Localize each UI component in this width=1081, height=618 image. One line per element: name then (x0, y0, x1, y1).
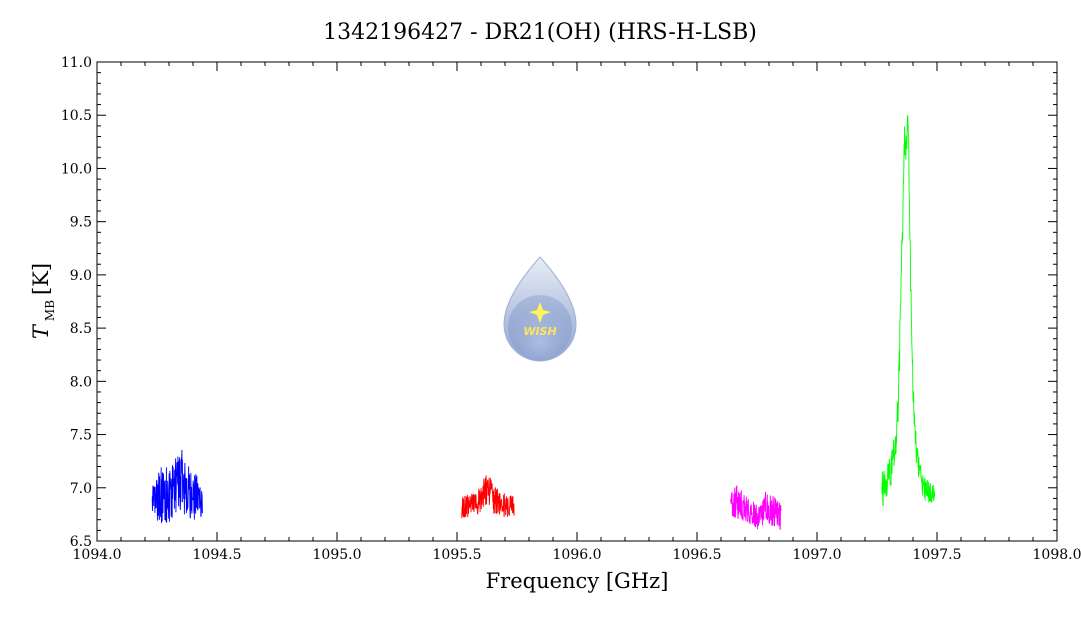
series-line (461, 475, 515, 519)
y-tick-label: 8.0 (70, 374, 92, 390)
x-tick-label: 1095.5 (433, 547, 482, 563)
x-tick-label: 1094.0 (73, 547, 122, 563)
x-axis-label: Frequency [GHz] (486, 569, 669, 593)
chart-title: 1342196427 - DR21(OH) (HRS-H-LSB) (323, 20, 757, 45)
series-2 (730, 485, 782, 530)
y-axis-label: T MB [K] (29, 263, 57, 339)
y-tick-label: 10.0 (61, 161, 92, 177)
x-tick-label: 1098.0 (1033, 547, 1081, 563)
series-0 (151, 449, 204, 524)
y-axis-label-main: T (29, 323, 53, 339)
series-line (151, 449, 204, 524)
x-tick-label: 1097.5 (913, 547, 962, 563)
series-layer (151, 115, 936, 530)
tick-layer: 1094.0 1094.5 1095.0 1095.5 1096.0 1096.5 1097… (61, 55, 1081, 563)
x-tick-label: 1097.0 (793, 547, 842, 563)
star-icon (529, 302, 551, 323)
series-1 (461, 475, 515, 519)
x-tick-label: 1095.0 (313, 547, 362, 563)
y-tick-label: 8.5 (70, 321, 92, 337)
wish-logo: WISH (503, 256, 577, 362)
y-tick-label: 9.5 (70, 215, 92, 231)
series-line (730, 485, 782, 530)
series-line (881, 115, 936, 507)
svg-text:TMB[K]: T MB [K] (29, 263, 57, 339)
logo-text: WISH (523, 325, 556, 338)
x-tick-label: 1094.5 (193, 547, 242, 563)
y-axis-label-sub: MB (43, 300, 57, 321)
y-axis-label-unit: [K] (29, 263, 53, 295)
y-tick-label: 10.5 (61, 108, 92, 124)
y-tick-label: 7.5 (70, 428, 92, 444)
y-tick-label: 9.0 (70, 268, 92, 284)
series-3 (881, 115, 936, 507)
plot-frame (96, 61, 1058, 542)
x-tick-label: 1096.0 (553, 547, 602, 563)
y-tick-label: 6.5 (70, 534, 92, 550)
x-tick-label: 1096.5 (673, 547, 722, 563)
y-tick-label: 7.0 (70, 481, 92, 497)
y-tick-label: 11.0 (61, 55, 92, 71)
